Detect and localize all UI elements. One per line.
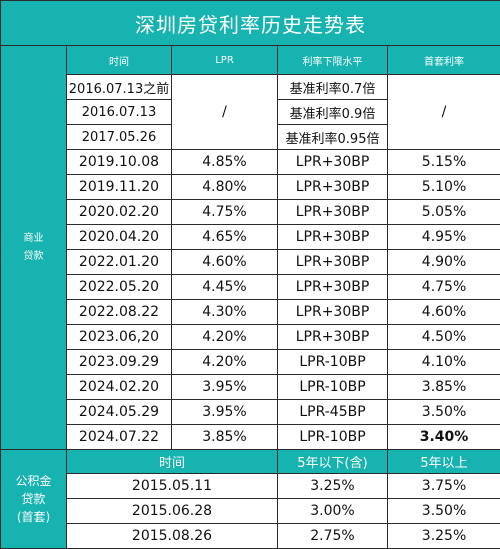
first-rate-cell: 3.85% (388, 375, 500, 400)
level-cell: LPR+30BP (278, 300, 388, 325)
level-cell: LPR-10BP (278, 350, 388, 375)
level-cell: 基准利率0.9倍 (278, 100, 388, 125)
lpr-slash: / (172, 75, 278, 150)
level-cell: 基准利率0.7倍 (278, 75, 388, 100)
fund-header-date: 时间 (67, 450, 278, 474)
first-rate-cell: 5.15% (388, 150, 500, 175)
fund-header-over5: 5年以上 (388, 450, 500, 474)
header-floor-level: 利率下限水平 (278, 46, 388, 75)
lpr-cell: 3.95% (172, 375, 278, 400)
table-row: 2022.05.20 4.45% LPR+30BP 4.75% (1, 275, 500, 300)
first-rate-cell: 4.60% (388, 300, 500, 325)
lpr-cell: 4.30% (172, 300, 278, 325)
date-cell: 2017.05.26 (67, 125, 172, 150)
lpr-cell: 4.45% (172, 275, 278, 300)
table-row: 2024.07.22 3.85% LPR-10BP 3.40% (1, 425, 500, 450)
table-row: 2015.08.26 2.75% 3.25% (1, 524, 500, 549)
header-lpr: LPR (172, 46, 278, 75)
fund-over5-cell: 3.25% (388, 524, 500, 549)
date-cell: 2023.09.29 (67, 350, 172, 375)
first-rate-cell: 5.10% (388, 175, 500, 200)
table-row: 2015.05.11 3.25% 3.75% (1, 474, 500, 499)
header-first-home-rate: 首套利率 (388, 46, 500, 75)
level-cell: LPR-45BP (278, 400, 388, 425)
table-row: 2016.07.13之前 / 基准利率0.7倍 / (1, 75, 500, 100)
fund-date-cell: 2015.08.26 (67, 524, 278, 549)
level-cell: LPR+30BP (278, 250, 388, 275)
fund-header-under5: 5年以下(含) (278, 450, 388, 474)
first-rate-cell: 4.75% (388, 275, 500, 300)
date-cell: 2022.08.22 (67, 300, 172, 325)
lpr-cell: 4.60% (172, 250, 278, 275)
table-row: 2022.01.20 4.60% LPR+30BP 4.90% (1, 250, 500, 275)
housing-fund-label: 公积金贷款(首套) (1, 450, 67, 549)
level-cell: LPR-10BP (278, 425, 388, 450)
date-cell: 2023.06,20 (67, 325, 172, 350)
level-cell: LPR+30BP (278, 150, 388, 175)
first-rate-cell: 5.05% (388, 200, 500, 225)
first-rate-cell: 4.95% (388, 225, 500, 250)
first-rate-cell: 3.50% (388, 400, 500, 425)
table-title: 深圳房贷利率历史走势表 (1, 1, 500, 46)
lpr-cell: 4.75% (172, 200, 278, 225)
lpr-cell: 4.20% (172, 325, 278, 350)
level-cell: LPR+30BP (278, 275, 388, 300)
first-rate-cell: 3.40% (388, 425, 500, 450)
date-cell: 2024.07.22 (67, 425, 172, 450)
date-cell: 2022.05.20 (67, 275, 172, 300)
date-cell: 2020.04.20 (67, 225, 172, 250)
level-cell: 基准利率0.95倍 (278, 125, 388, 150)
level-cell: LPR+30BP (278, 225, 388, 250)
fund-under5-cell: 3.00% (278, 499, 388, 524)
table-row: 2019.11.20 4.80% LPR+30BP 5.10% (1, 175, 500, 200)
table-row: 2019.10.08 4.85% LPR+30BP 5.15% (1, 150, 500, 175)
header-date: 时间 (67, 46, 172, 75)
lpr-cell: 4.20% (172, 350, 278, 375)
first-rate-cell: 4.90% (388, 250, 500, 275)
fund-over5-cell: 3.75% (388, 474, 500, 499)
date-cell: 2020.02.20 (67, 200, 172, 225)
lpr-cell: 3.85% (172, 425, 278, 450)
table-row: 2020.04.20 4.65% LPR+30BP 4.95% (1, 225, 500, 250)
fund-over5-cell: 3.50% (388, 499, 500, 524)
lpr-cell: 4.65% (172, 225, 278, 250)
fund-date-cell: 2015.05.11 (67, 474, 278, 499)
lpr-cell: 3.95% (172, 400, 278, 425)
first-rate-cell: 4.10% (388, 350, 500, 375)
first-rate-slash: / (388, 75, 500, 150)
date-cell: 2019.10.08 (67, 150, 172, 175)
level-cell: LPR+30BP (278, 175, 388, 200)
table-row: 2024.05.29 3.95% LPR-45BP 3.50% (1, 400, 500, 425)
table-row: 2024.02.20 3.95% LPR-10BP 3.85% (1, 375, 500, 400)
date-cell: 2024.02.20 (67, 375, 172, 400)
level-cell: LPR+30BP (278, 325, 388, 350)
fund-date-cell: 2015.06.28 (67, 499, 278, 524)
lpr-cell: 4.85% (172, 150, 278, 175)
table-row: 2023.09.29 4.20% LPR-10BP 4.10% (1, 350, 500, 375)
commercial-loan-label: 商业贷款 (1, 46, 67, 450)
table-row: 2023.06,20 4.20% LPR+30BP 4.50% (1, 325, 500, 350)
level-cell: LPR-10BP (278, 375, 388, 400)
date-cell: 2024.05.29 (67, 400, 172, 425)
table-row: 2020.02.20 4.75% LPR+30BP 5.05% (1, 200, 500, 225)
fund-under5-cell: 3.25% (278, 474, 388, 499)
date-cell: 2016.07.13之前 (67, 75, 172, 100)
fund-under5-cell: 2.75% (278, 524, 388, 549)
lpr-cell: 4.80% (172, 175, 278, 200)
first-rate-cell: 4.50% (388, 325, 500, 350)
date-cell: 2022.01.20 (67, 250, 172, 275)
level-cell: LPR+30BP (278, 200, 388, 225)
table-row: 2015.06.28 3.00% 3.50% (1, 499, 500, 524)
date-cell: 2016.07.13 (67, 100, 172, 125)
table-row: 2022.08.22 4.30% LPR+30BP 4.60% (1, 300, 500, 325)
date-cell: 2019.11.20 (67, 175, 172, 200)
